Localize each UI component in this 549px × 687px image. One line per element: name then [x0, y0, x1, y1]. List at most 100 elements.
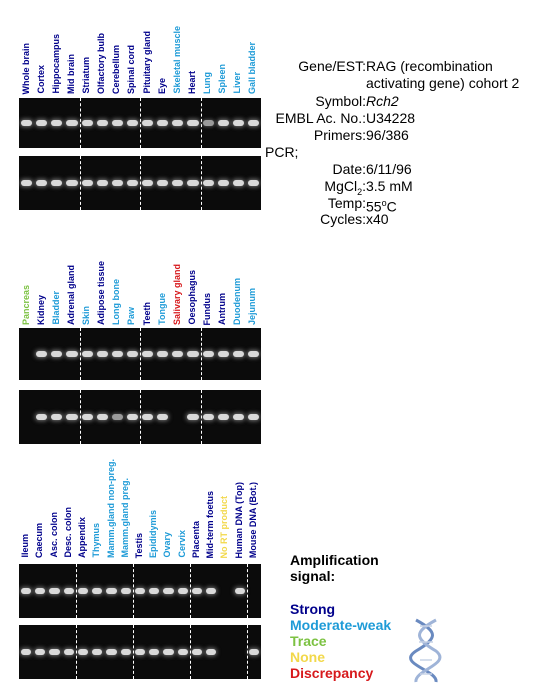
- gel-band: [36, 180, 48, 186]
- gel-band: [232, 120, 244, 126]
- lane-label: No RT product: [219, 495, 230, 559]
- gel-band: [51, 180, 63, 186]
- symbol-value: Rch2: [366, 93, 399, 109]
- lane-label: Gall bladder: [247, 41, 258, 94]
- lane-label: Salivary gland: [171, 263, 182, 325]
- lane-divider: [246, 625, 248, 679]
- legend-title-line1: Amplification: [290, 552, 379, 568]
- gel-band: [191, 649, 203, 655]
- gel-band: [217, 414, 229, 420]
- gel-band: [157, 351, 169, 357]
- gel-band: [21, 649, 32, 655]
- gel-band: [247, 180, 259, 186]
- legend-item: Strong: [290, 601, 336, 617]
- gel-band: [106, 649, 117, 655]
- gel-band: [111, 351, 123, 357]
- lane-label: Human DNA (Top): [233, 481, 244, 559]
- gel-band: [81, 351, 93, 357]
- lane-label: Pancreas: [20, 284, 31, 325]
- lane-label: Duodenum: [232, 278, 243, 325]
- lane-label: Spleen: [217, 64, 228, 94]
- lane-divider: [79, 156, 81, 210]
- lane-label: Epididymis: [148, 509, 159, 558]
- mgcl2-value: 3.5 mM: [366, 178, 413, 194]
- gel-band: [66, 180, 78, 186]
- gel-band: [81, 180, 93, 186]
- lane-label: Jejunum: [247, 287, 258, 325]
- lane-label: Mid brain: [65, 54, 76, 94]
- lane-label: Cervix: [176, 530, 187, 558]
- gel-band: [96, 351, 108, 357]
- lane-label: Mamm.gland non-preg.: [105, 459, 116, 558]
- gene-key: Gene/EST:: [298, 58, 366, 74]
- gene-value-line2: activating gene) cohort 2: [366, 75, 520, 91]
- lane-labels-2: Pancreas Kidney Bladder Adrenal gland Skin Ad…: [19, 255, 261, 325]
- lane-divider: [189, 564, 191, 618]
- gel-band: [234, 588, 245, 594]
- lane-label: Fundus: [202, 292, 213, 326]
- lane-label: Caecum: [34, 522, 45, 558]
- gel-band: [77, 649, 89, 655]
- lane-divider: [75, 564, 77, 618]
- lane-label: Desc. colon: [62, 507, 73, 558]
- gel-band: [232, 414, 244, 420]
- date-value: 6/11/96: [366, 161, 412, 177]
- legend-title-line2: signal:: [290, 568, 336, 584]
- lane-label: Kidney: [35, 294, 46, 325]
- gel-band: [157, 120, 169, 126]
- lane-labels-3: Ileum Caecum Asc. colon Desc. colon Appendix…: [19, 450, 261, 558]
- lane-label: Lung: [202, 72, 213, 94]
- gel-band: [111, 414, 123, 420]
- gel-band: [92, 588, 103, 594]
- lane-divider: [75, 625, 77, 679]
- temp-value: 55oC: [366, 198, 397, 215]
- gel-band: [172, 180, 184, 186]
- pcr-key: PCR;: [265, 144, 299, 160]
- gel-band: [111, 180, 123, 186]
- gel-band: [163, 649, 174, 655]
- legend-item: Moderate-weak: [290, 617, 392, 633]
- lane-label: Testis: [134, 532, 144, 558]
- gel-band: [142, 180, 154, 186]
- gel-band: [49, 649, 60, 655]
- legend-item: None: [290, 649, 325, 665]
- lane-label: Skin: [81, 305, 92, 325]
- lane-divider: [200, 390, 202, 444]
- lane-divider: [140, 390, 141, 444]
- lane-divider: [132, 564, 134, 618]
- gel-band: [157, 180, 169, 186]
- gel-band: [217, 351, 229, 357]
- gel-band: [172, 351, 184, 357]
- lane-label: Antrum: [217, 293, 228, 325]
- gel-image-3-bottom: [19, 625, 261, 679]
- lane-label: Bladder: [50, 291, 61, 325]
- lane-labels-1: Whole brain Cortex Hippocampus Mid brain Str…: [19, 10, 261, 94]
- gel-band: [191, 588, 203, 594]
- gel-band: [202, 414, 214, 420]
- gel-band: [187, 180, 199, 186]
- lane-label: Cortex: [35, 65, 46, 94]
- primers-key: Primers:: [313, 127, 366, 143]
- legend-item: Discrepancy: [290, 665, 374, 681]
- lane-label: Pituitary gland: [141, 31, 152, 94]
- lane-divider: [140, 98, 141, 148]
- gel-band: [217, 120, 229, 126]
- dna-helix-icon: [409, 618, 442, 683]
- gel-band: [36, 120, 48, 126]
- gel-band: [120, 649, 131, 655]
- gel-band: [206, 649, 217, 655]
- date-key: Date:: [332, 161, 366, 177]
- lane-divider: [200, 98, 202, 148]
- gel-image-3-top: [19, 564, 261, 618]
- gel-band: [247, 414, 259, 420]
- lane-divider: [189, 625, 191, 679]
- lane-label: Oesophagus: [186, 270, 197, 325]
- gel-band: [149, 588, 160, 594]
- gel-band: [81, 120, 93, 126]
- gel-band: [142, 120, 154, 126]
- lane-divider: [200, 156, 202, 210]
- lane-label: Adipose tissue: [96, 260, 107, 325]
- gel-band: [142, 414, 154, 420]
- lane-label: Heart: [186, 70, 197, 94]
- lane-divider: [79, 98, 81, 148]
